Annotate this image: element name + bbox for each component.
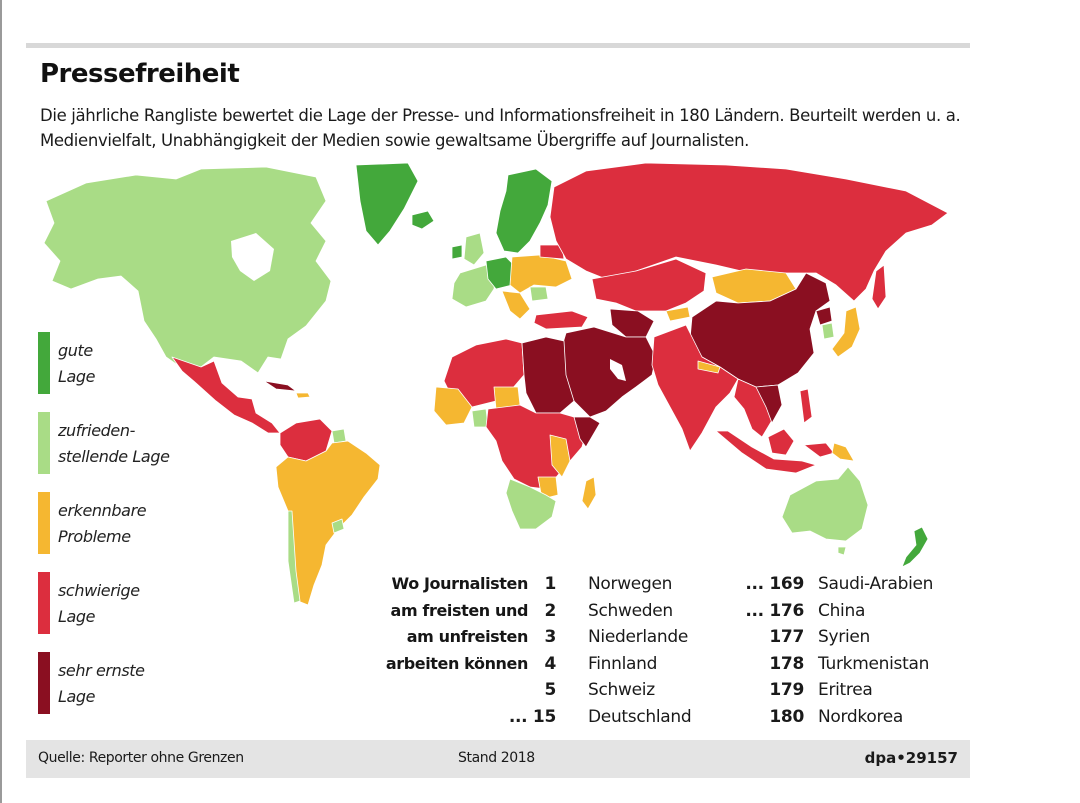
region-central-asia: [591, 258, 707, 312]
legend-swatch: [38, 492, 50, 554]
rank-worst-number: 178: [769, 653, 804, 674]
legend-label: gute Lage: [58, 341, 96, 386]
dpa-id: dpa•29157: [864, 749, 958, 767]
window-left-edge: [0, 0, 2, 803]
rank-best-number: 3: [544, 627, 556, 647]
legend-label: sehr ernste Lage: [58, 661, 145, 706]
region-southern-africa: [505, 478, 557, 530]
rank-best-number: 5: [544, 680, 556, 700]
region-romania: [529, 286, 549, 302]
data-date: Stand 2018: [458, 750, 535, 766]
region-horn-of-africa: [573, 416, 601, 448]
rank-worst-number: 180: [769, 706, 804, 727]
legend-label: zufrieden- stellende Lage: [58, 421, 170, 466]
rank-best-number: 4: [544, 653, 556, 674]
region-caribbean: [295, 392, 311, 399]
region-kyrgyzstan: [665, 306, 691, 322]
region-east-africa: [549, 434, 571, 478]
legend-item-erkennbare-probleme: erkennbare Probleme: [38, 492, 208, 556]
rank-worst-number: 177: [769, 627, 804, 647]
subtitle: Die jährliche Rangliste bewertet die Lag…: [40, 106, 961, 150]
region-south-asia: [651, 324, 739, 452]
hudson-bay: [231, 233, 274, 281]
region-balkans: [501, 290, 531, 320]
region-new-zealand: [901, 526, 929, 568]
legend-swatch: [38, 572, 50, 634]
ranking-heading: Wo Journalisten am freisten und am unfre…: [385, 574, 529, 673]
world-map: [43, 162, 949, 606]
region-nepal: [697, 360, 721, 374]
region-madagascar: [581, 476, 597, 510]
region-greenland: [355, 162, 419, 246]
region-indonesia: [715, 430, 817, 474]
region-png: [831, 442, 855, 462]
legend-item-sehr-ernste-lage: sehr ernste Lage: [38, 652, 208, 716]
rank-best-number: ... 15: [508, 706, 556, 727]
legend-item-zufriedenstellend: zufrieden- stellende Lage: [38, 412, 208, 476]
region-uruguay: [331, 518, 345, 534]
region-turkmenistan: [609, 308, 655, 338]
region-west-africa: [433, 386, 473, 426]
region-papua: [803, 442, 835, 458]
region-philippines: [799, 388, 813, 424]
rank-best-number: 1: [544, 574, 556, 594]
rank-worst-number: ... 169: [745, 574, 804, 594]
region-south-korea: [821, 322, 835, 340]
region-north-america: [43, 166, 332, 374]
persian-gulf: [610, 359, 626, 381]
source-credit: Quelle: Reporter ohne Grenzen: [38, 750, 244, 766]
top-rule: [26, 43, 970, 48]
region-ireland: [451, 244, 463, 260]
region-guyana: [331, 428, 347, 444]
region-japan: [831, 306, 861, 358]
legend-item-gute-lage: gute Lage: [38, 332, 208, 396]
region-iceland: [411, 210, 435, 230]
region-chile: [287, 510, 301, 604]
region-russia: [549, 162, 949, 302]
rank-worst-number: ... 176: [745, 600, 804, 621]
region-tasmania: [837, 546, 847, 556]
region-belarus: [539, 244, 565, 260]
page-title: Pressefreiheit: [40, 59, 240, 89]
region-sakhalin: [871, 264, 887, 310]
region-borneo: [767, 428, 795, 456]
footer-bar: Quelle: Reporter ohne Grenzen Stand 2018…: [26, 740, 970, 778]
region-australia: [781, 466, 869, 542]
region-turkey: [533, 310, 589, 330]
legend-swatch: [38, 412, 50, 474]
region-libya-egypt-sudan: [521, 336, 575, 414]
region-uk: [463, 232, 485, 266]
legend-swatch: [38, 652, 50, 714]
rank-best-number: 2: [544, 600, 556, 621]
region-middle-east: [559, 326, 657, 418]
region-cuba: [263, 380, 297, 392]
legend-label: schwierige Lage: [58, 581, 140, 626]
legend-label: erkennbare Probleme: [58, 501, 147, 546]
infographic: Pressefreiheit Die jährliche Rangliste b…: [26, 43, 970, 783]
region-vietnam: [755, 384, 783, 424]
region-scandinavia: [495, 168, 553, 254]
legend-item-schwierige-lage: schwierige Lage: [38, 572, 208, 636]
region-ghana: [471, 408, 489, 428]
rank-worst-number: 179: [769, 680, 804, 700]
region-mexico: [171, 356, 281, 434]
region-north-korea: [815, 306, 833, 326]
legend-swatch: [38, 332, 50, 394]
region-central-africa: [485, 404, 589, 490]
